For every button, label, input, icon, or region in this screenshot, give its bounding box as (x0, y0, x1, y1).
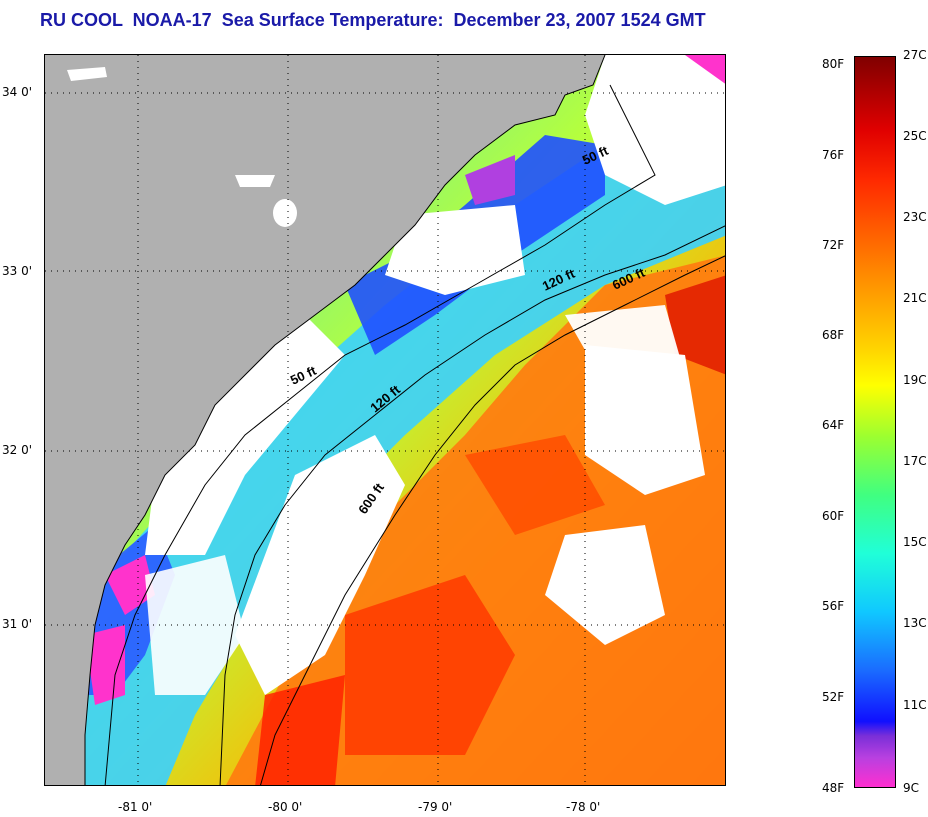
colorbar-f-label: 60F (822, 509, 845, 523)
map-title: RU COOL NOAA-17 Sea Surface Temperature:… (40, 10, 706, 30)
land-mass (45, 55, 605, 785)
colorbar-f-label: 80F (822, 57, 845, 71)
cloud-cover-7 (385, 205, 525, 295)
cloud-cover-4 (585, 345, 705, 495)
lat-label-33: 33 0' (2, 264, 33, 278)
colorbar-f-label: 52F (822, 690, 845, 704)
colorbar-c-label: 19C (903, 373, 927, 387)
sst-map[interactable]: 50 ft 50 ft 120 ft 120 ft 600 ft 600 ft (44, 54, 726, 786)
isobath-600ft (260, 255, 725, 785)
cloud-cover-6 (545, 525, 665, 645)
temperature-colorbar (854, 56, 896, 788)
colorbar-f-label: 68F (822, 328, 845, 342)
colorbar-c-label: 9C (903, 781, 920, 795)
hot-patch-2 (465, 435, 605, 535)
colorbar-c-label: 15C (903, 535, 927, 549)
hot-patch-1 (345, 575, 515, 755)
inland-lake-3 (67, 67, 107, 81)
lon-label-78: -78 0' (566, 800, 601, 814)
coldest-water-magenta-3 (465, 155, 515, 205)
colorbar-f-label: 72F (822, 238, 845, 252)
hot-patch-4 (255, 675, 345, 785)
colorbar-c-label: 21C (903, 291, 927, 305)
colorbar-c-label: 17C (903, 454, 927, 468)
lat-label-32: 32 0' (2, 443, 33, 457)
inland-lake-2 (235, 175, 275, 187)
cloud-cover-2 (235, 435, 405, 695)
isobath-120ft (219, 225, 725, 785)
colorbar-f-label: 56F (822, 599, 845, 613)
colorbar-c-label: 13C (903, 616, 927, 630)
sst-map-canvas: 50 ft 50 ft 120 ft 120 ft 600 ft 600 ft (45, 55, 725, 785)
isobath-50ft (104, 84, 656, 785)
lon-label-80: -80 0' (268, 800, 303, 814)
colorbar-c-label: 11C (903, 698, 927, 712)
lon-label-79: -79 0' (418, 800, 453, 814)
graticule (45, 55, 725, 785)
lat-label-34: 34 0' (2, 85, 33, 99)
hot-patch-3 (665, 275, 725, 375)
colorbar-f-label: 48F (822, 781, 845, 795)
lon-label-81: -81 0' (118, 800, 153, 814)
lat-label-31: 31 0' (2, 617, 33, 631)
cloud-cover-5 (585, 55, 725, 205)
coastline (84, 55, 606, 785)
colorbar-f-label: 64F (822, 418, 845, 432)
colorbar-c-label: 23C (903, 210, 927, 224)
colorbar-c-label: 25C (903, 129, 927, 143)
colorbar-f-label: 76F (822, 148, 845, 162)
coldest-water-magenta-2 (85, 625, 125, 705)
colorbar-c-label: 27C (903, 48, 927, 62)
inland-lake (273, 199, 297, 227)
